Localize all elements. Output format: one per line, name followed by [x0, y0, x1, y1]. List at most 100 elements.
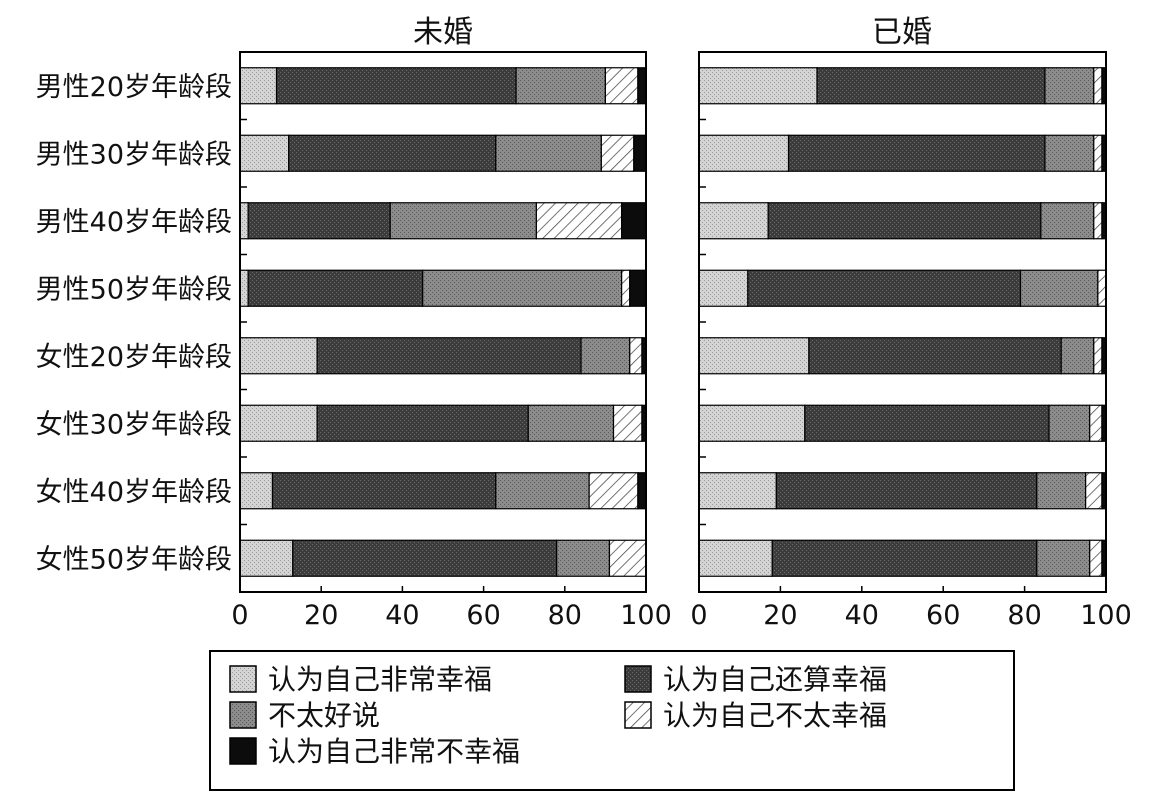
- panel-unmarried: 未婚 0 20 40 60 80 100: [231, 15, 671, 631]
- bar-segment-unmarried-very-unhappy-1: [633, 134, 647, 172]
- x-tick-label-unmarried-0: 0: [231, 600, 248, 631]
- bar-segment-unmarried-not-very-happy-3: [621, 269, 631, 307]
- legend-swatch-not-very-happy: [624, 701, 652, 729]
- x-tick-label-unmarried-60: 60: [466, 600, 500, 631]
- category-label-2: 男性40岁年龄段: [36, 207, 232, 238]
- bar-segment-married-very-happy-2: [698, 202, 769, 240]
- category-label-5: 女性30岁年龄段: [36, 409, 232, 440]
- bar-segment-unmarried-fairly-happy-0: [275, 67, 517, 105]
- bar-segment-married-not-very-happy-1: [1093, 134, 1103, 172]
- x-tick-label-married-60: 60: [926, 600, 960, 631]
- bar-segment-unmarried-very-happy-7: [239, 539, 294, 577]
- bar-segment-unmarried-hard-to-say-0: [515, 67, 607, 105]
- bar-segment-married-not-very-happy-3: [1097, 269, 1107, 307]
- bar-segment-unmarried-very-unhappy-0: [637, 67, 647, 105]
- x-tick-label-unmarried-80: 80: [548, 600, 582, 631]
- category-label-6: 女性40岁年龄段: [36, 477, 232, 508]
- panel-frame-married: [698, 51, 1107, 593]
- legend-swatch-hard-to-say: [229, 701, 257, 729]
- bar-segment-married-very-happy-7: [698, 539, 773, 577]
- bar-segment-married-fairly-happy-7: [771, 539, 1038, 577]
- bar-segment-unmarried-fairly-happy-3: [247, 269, 424, 307]
- bar-segment-unmarried-hard-to-say-6: [495, 472, 590, 510]
- bar-segment-married-very-happy-6: [698, 472, 777, 510]
- bar-segment-married-fairly-happy-3: [747, 269, 1022, 307]
- x-tick-label-married-0: 0: [690, 600, 707, 631]
- bar-segment-unmarried-fairly-happy-7: [292, 539, 558, 577]
- bar-segment-unmarried-very-happy-6: [239, 472, 274, 510]
- bar-segment-married-not-very-happy-6: [1085, 472, 1103, 510]
- bar-segment-married-very-happy-0: [698, 67, 818, 105]
- bar-segment-unmarried-hard-to-say-2: [389, 202, 537, 240]
- bar-segment-married-hard-to-say-6: [1036, 472, 1087, 510]
- bar-segment-married-hard-to-say-7: [1036, 539, 1091, 577]
- x-tick-label-unmarried-20: 20: [304, 600, 338, 631]
- panel-title-unmarried: 未婚: [413, 15, 473, 50]
- bar-segment-unmarried-not-very-happy-5: [612, 404, 643, 442]
- legend-label-very-unhappy: 认为自己非常不幸福: [268, 735, 520, 768]
- bar-segment-married-hard-to-say-2: [1040, 202, 1095, 240]
- legend-label-hard-to-say: 不太好说: [268, 699, 380, 732]
- bar-segment-married-fairly-happy-2: [767, 202, 1042, 240]
- category-labels: 男性20岁年龄段男性30岁年龄段男性40岁年龄段男性50岁年龄段女性20岁年龄段…: [36, 72, 232, 576]
- legend-label-not-very-happy: 认为自己不太幸福: [663, 699, 887, 732]
- category-label-1: 男性30岁年龄段: [36, 139, 232, 170]
- bar-segment-married-not-very-happy-4: [1093, 337, 1103, 375]
- bar-segment-unmarried-very-happy-0: [239, 67, 278, 105]
- bar-segment-married-fairly-happy-4: [808, 337, 1062, 375]
- bar-segment-unmarried-very-unhappy-2: [621, 202, 647, 240]
- bar-segment-unmarried-hard-to-say-5: [527, 404, 615, 442]
- bar-segment-married-fairly-happy-1: [787, 134, 1046, 172]
- bar-segment-unmarried-not-very-happy-6: [588, 472, 639, 510]
- bar-segment-married-not-very-happy-2: [1093, 202, 1103, 240]
- legend-swatch-very-unhappy: [229, 737, 257, 765]
- bar-segment-unmarried-not-very-happy-4: [629, 337, 643, 375]
- legend-frame: [209, 650, 1015, 791]
- x-tick-label-unmarried-40: 40: [385, 600, 419, 631]
- category-label-7: 女性50岁年龄段: [36, 544, 232, 575]
- bar-segment-married-hard-to-say-5: [1048, 404, 1091, 442]
- bar-segment-married-hard-to-say-1: [1044, 134, 1095, 172]
- bar-segment-unmarried-very-happy-2: [239, 202, 249, 240]
- bar-segment-unmarried-hard-to-say-3: [422, 269, 623, 307]
- bar-segment-married-not-very-happy-7: [1089, 539, 1103, 577]
- bar-segment-married-hard-to-say-0: [1044, 67, 1095, 105]
- bar-segment-unmarried-very-happy-3: [239, 269, 249, 307]
- bar-segment-unmarried-not-very-happy-0: [604, 67, 639, 105]
- bar-segment-unmarried-fairly-happy-5: [316, 404, 529, 442]
- bar-segment-unmarried-fairly-happy-6: [271, 472, 497, 510]
- bar-segment-married-very-happy-1: [698, 134, 790, 172]
- category-label-4: 女性20岁年龄段: [36, 342, 232, 373]
- bar-segment-unmarried-very-happy-5: [239, 404, 318, 442]
- bar-segment-unmarried-not-very-happy-1: [600, 134, 635, 172]
- category-label-0: 男性20岁年龄段: [36, 72, 232, 103]
- x-tick-label-married-80: 80: [1007, 600, 1041, 631]
- x-tick-label-unmarried-100: 100: [620, 600, 672, 631]
- legend-label-fairly-happy: 认为自己还算幸福: [663, 663, 887, 696]
- x-tick-label-married-100: 100: [1080, 600, 1132, 631]
- bar-segment-unmarried-very-unhappy-3: [629, 269, 647, 307]
- legend-swatch-fairly-happy: [624, 665, 652, 693]
- bar-segment-married-hard-to-say-4: [1060, 337, 1095, 375]
- bar-segment-married-fairly-happy-6: [775, 472, 1038, 510]
- x-tick-label-married-40: 40: [845, 600, 879, 631]
- bar-segment-married-hard-to-say-3: [1019, 269, 1099, 307]
- bar-segment-unmarried-very-happy-1: [239, 134, 290, 172]
- bar-segment-unmarried-very-unhappy-6: [637, 472, 647, 510]
- panel-married: 已婚 0 20 40 60 80 100: [690, 15, 1131, 631]
- bar-segment-married-very-happy-5: [698, 404, 806, 442]
- bar-segment-unmarried-very-happy-4: [239, 337, 318, 375]
- bar-segment-married-very-happy-3: [698, 269, 749, 307]
- panel-title-married: 已婚: [872, 15, 932, 50]
- bar-segment-unmarried-fairly-happy-1: [288, 134, 497, 172]
- bar-segment-unmarried-not-very-happy-7: [608, 539, 647, 577]
- bar-segment-unmarried-hard-to-say-7: [556, 539, 611, 577]
- bar-segment-unmarried-hard-to-say-1: [495, 134, 602, 172]
- bar-segment-married-not-very-happy-0: [1093, 67, 1103, 105]
- bar-segment-unmarried-fairly-happy-2: [247, 202, 391, 240]
- bar-segment-married-fairly-happy-0: [816, 67, 1046, 105]
- bar-segment-married-fairly-happy-5: [804, 404, 1050, 442]
- legend-swatch-very-happy: [229, 665, 257, 693]
- bar-segment-married-not-very-happy-5: [1089, 404, 1103, 442]
